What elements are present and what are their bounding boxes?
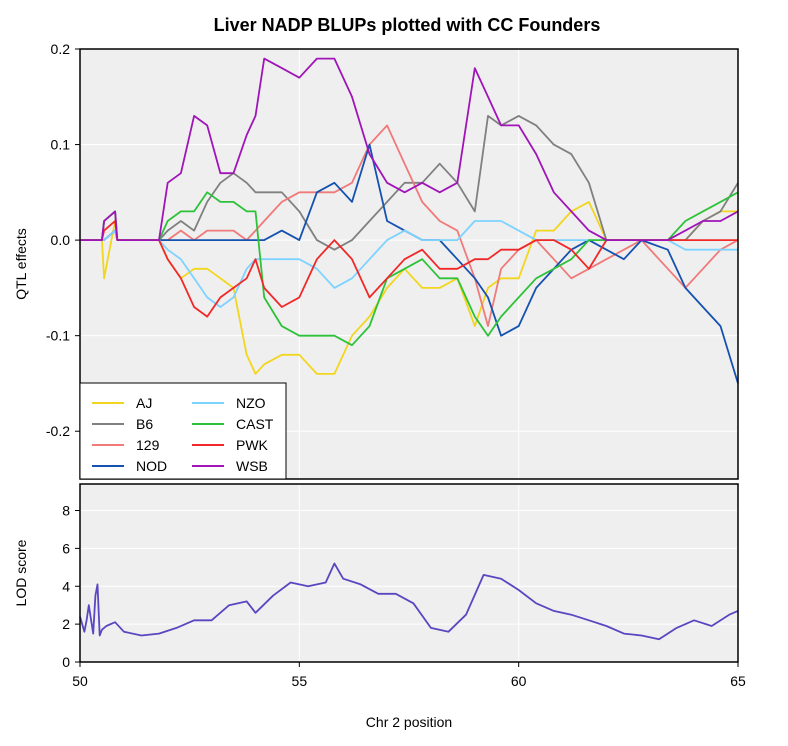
y-tick-label: 8 (62, 503, 70, 519)
x-ticks: 50 55 60 65 (72, 662, 746, 689)
y-tick-label: 0 (62, 654, 70, 670)
series-line-nod (80, 143, 739, 384)
legend-label: NOD (136, 458, 167, 474)
x-tick-label: 60 (511, 673, 527, 689)
x-tick-label: 55 (292, 673, 308, 689)
lod-panel: 0 2 4 6 8 LOD score (13, 483, 739, 670)
y-tick-label: 0.1 (51, 137, 71, 153)
legend-box (79, 382, 287, 480)
effects-series-group (80, 57, 739, 384)
lod-series-group (79, 562, 739, 641)
legend-label: AJ (136, 395, 152, 411)
y-tick-label: 4 (62, 578, 70, 594)
lod-plot-border (79, 483, 739, 663)
lod-y-axis-label: LOD score (13, 539, 29, 606)
y-tick-label: 2 (62, 616, 70, 632)
y-tick-label: 6 (62, 540, 70, 556)
legend-label: WSB (236, 458, 268, 474)
lod-plot-background (80, 484, 738, 662)
series-line-wsb (80, 57, 739, 242)
y-tick-label: -0.2 (46, 423, 70, 439)
legend-label: B6 (136, 416, 153, 432)
legend-label: NZO (236, 395, 266, 411)
lod-y-ticks: 0 2 4 6 8 (62, 503, 80, 670)
x-tick-label: 50 (72, 673, 88, 689)
chart-title: Liver NADP BLUPs plotted with CC Founder… (214, 15, 601, 35)
effects-plot-border (79, 48, 739, 480)
effects-panel: 0.2 0.1 0.0 -0.1 -0.2 QTL effects AJ B6 129 NOD… (13, 41, 739, 480)
series-line-lod (79, 562, 739, 641)
legend-label: 129 (136, 437, 160, 453)
y-tick-label: 0.0 (51, 232, 71, 248)
x-tick-label: 65 (730, 673, 746, 689)
x-axis-label: Chr 2 position (366, 714, 452, 730)
legend-label: CAST (236, 416, 274, 432)
effects-y-axis-label: QTL effects (13, 228, 29, 300)
y-tick-label: 0.2 (51, 41, 71, 57)
y-tick-label: -0.1 (46, 328, 70, 344)
series-line-129 (80, 124, 739, 328)
legend-label: PWK (236, 437, 269, 453)
legend: AJ B6 129 NOD NZO CAST PWK WSB (79, 382, 287, 480)
effects-y-ticks: 0.2 0.1 0.0 -0.1 -0.2 (46, 41, 80, 439)
